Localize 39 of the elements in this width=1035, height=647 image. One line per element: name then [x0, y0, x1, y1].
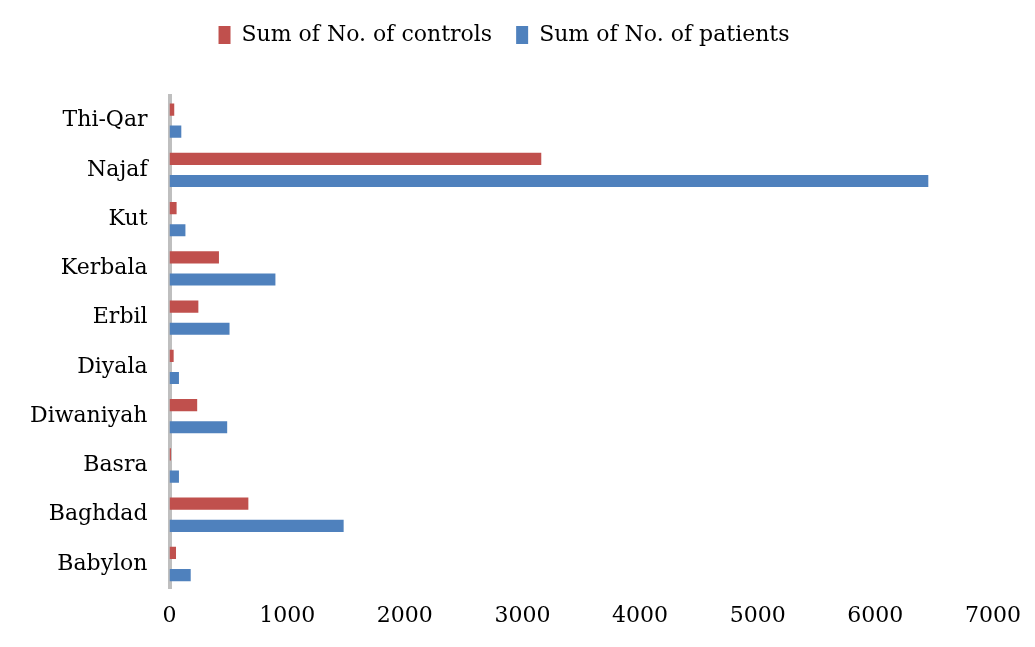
x-tick-label: 7000 — [965, 601, 1022, 627]
y-tick-label: Diyala — [77, 352, 148, 378]
x-tick-label: 6000 — [847, 601, 904, 627]
legend-label: Sum of No. of patients — [539, 20, 790, 46]
y-tick-label: Thi-Qar — [62, 106, 149, 132]
bar — [169, 125, 182, 138]
y-tick-label: Babylon — [57, 549, 148, 575]
x-tick-label: 5000 — [729, 601, 786, 627]
bar — [169, 174, 929, 188]
bar — [169, 421, 228, 434]
bar — [169, 224, 186, 237]
y-tick-label: Basra — [83, 451, 148, 477]
bar — [169, 251, 219, 264]
bar — [169, 470, 179, 483]
x-tick-label: 2000 — [376, 601, 433, 627]
y-tick-label: Najaf — [87, 155, 150, 181]
bar — [169, 519, 344, 532]
legend-label: Sum of No. of controls — [241, 20, 493, 46]
bar — [169, 273, 276, 286]
x-tick-label: 0 — [162, 601, 177, 627]
bar — [169, 349, 174, 362]
bar — [169, 568, 191, 582]
y-tick-label: Kut — [108, 204, 148, 230]
bar — [169, 322, 230, 335]
bar — [169, 300, 199, 313]
y-tick-label: Kerbala — [60, 254, 148, 280]
bar — [169, 546, 177, 559]
x-tick-label: 1000 — [259, 601, 316, 627]
y-tick-label: Baghdad — [48, 500, 148, 526]
bar — [169, 497, 249, 510]
y-tick-label: Diwaniyah — [29, 401, 148, 427]
bar — [169, 399, 198, 412]
x-tick-label: 3000 — [494, 601, 551, 627]
y-tick-label: Erbil — [92, 303, 148, 329]
x-tick-label: 4000 — [612, 601, 669, 627]
bar — [169, 371, 179, 385]
bar — [169, 201, 177, 215]
bar — [169, 152, 542, 165]
bar — [169, 103, 175, 116]
